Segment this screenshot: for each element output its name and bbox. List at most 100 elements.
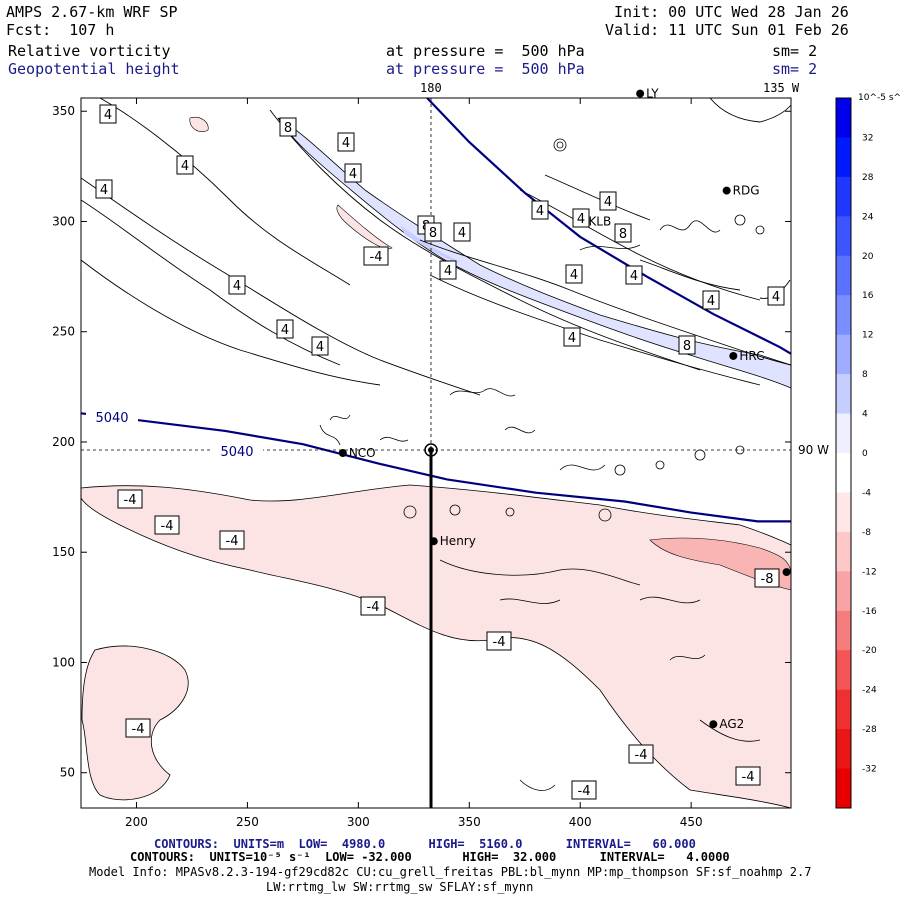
vorticity-contour-label: -4 bbox=[493, 635, 506, 650]
vorticity-label-box bbox=[311, 336, 329, 356]
field1-name: Relative vorticity bbox=[8, 42, 171, 60]
height-contour-5100 bbox=[426, 98, 791, 355]
axis-ticks: 200 250 300 350 400 450 50 100 150 200 250 300 350 bbox=[52, 98, 791, 829]
colorbar-tick-label: -32 bbox=[862, 765, 877, 775]
station-dot-icon bbox=[338, 449, 347, 457]
station-label: AG2 bbox=[719, 717, 744, 731]
vorticity-contour-label: -4 bbox=[226, 534, 239, 549]
forecast-hour: Fcst: 107 h bbox=[6, 21, 115, 39]
y-tick-label: 300 bbox=[52, 214, 75, 228]
vorticity-label-box bbox=[279, 117, 297, 137]
vorticity-contour-label: 4 bbox=[342, 136, 350, 151]
vorticity-label-box bbox=[702, 290, 720, 310]
footer-vorticity-contours: CONTOURS: UNITS=10⁻⁵ s⁻¹ LOW= -32.000 HI… bbox=[130, 850, 730, 864]
colorbar-tick-label: -16 bbox=[862, 607, 877, 617]
vorticity-label-box bbox=[572, 208, 590, 228]
y-tick-label: 150 bbox=[52, 545, 75, 559]
vorticity-label-box bbox=[337, 132, 355, 152]
station-dot-icon bbox=[729, 351, 738, 360]
colorbar-tick-label: 12 bbox=[862, 331, 873, 341]
vorticity-label-box bbox=[571, 780, 597, 800]
station-label: KLB bbox=[588, 214, 611, 228]
pole-marker-icon bbox=[424, 443, 438, 457]
vorticity-label-box bbox=[125, 718, 151, 738]
station-dot-icon bbox=[782, 568, 791, 577]
colorbar-tick-label: 8 bbox=[862, 370, 868, 380]
lat-label-90w: 90 W bbox=[798, 443, 829, 457]
field2-smoothing: sm= 2 bbox=[772, 60, 818, 78]
colorbar-swatch bbox=[836, 255, 851, 296]
vorticity-contour-label: 4 bbox=[536, 204, 544, 219]
vorticity-contour-label: 8 bbox=[619, 227, 627, 242]
colorbar: 10^-5 s^-1 32 28 24 20 16 12 8 4 0 -4 -8 -12 -16 -20 -2… bbox=[835, 93, 900, 809]
vorticity-label-box bbox=[767, 286, 785, 306]
vorticity-label-box bbox=[176, 155, 194, 175]
station-dot-icon bbox=[722, 186, 731, 195]
field1-smoothing: sm= 2 bbox=[772, 42, 818, 60]
station-label: Henry bbox=[440, 534, 476, 548]
colorbar-tick-label: 24 bbox=[862, 212, 874, 222]
vorticity-contour-label: 4 bbox=[316, 340, 324, 355]
negative-vorticity-northwest-strip bbox=[336, 204, 393, 250]
vorticity-label-box bbox=[453, 222, 471, 242]
colorbar-swatch bbox=[836, 216, 851, 257]
vorticity-label-box bbox=[614, 223, 632, 243]
height-label-bg bbox=[211, 440, 263, 458]
colorbar-swatch bbox=[836, 295, 851, 336]
vorticity-label-box bbox=[95, 179, 113, 199]
vorticity-contour-label: 4 bbox=[570, 268, 578, 283]
vorticity-contour-label: 4 bbox=[630, 269, 638, 284]
vorticity-contour-label: -4 bbox=[578, 784, 591, 799]
vorticity-contour-label: -4 bbox=[161, 519, 174, 534]
vorticity-contour-label: -4 bbox=[635, 748, 648, 763]
lon-label-180: 180 bbox=[420, 81, 442, 95]
colorbar-tick-label: -20 bbox=[862, 646, 877, 656]
x-tick-label: 350 bbox=[458, 815, 481, 829]
vorticity-label-box bbox=[154, 515, 180, 535]
vorticity-contour-label: 4 bbox=[349, 167, 357, 182]
colorbar-tick-label: 4 bbox=[862, 410, 868, 420]
height-label-bg bbox=[86, 406, 138, 424]
vorticity-contour-label: 4 bbox=[458, 226, 466, 241]
vorticity-contour-label: -8 bbox=[761, 572, 774, 587]
colorbar-swatch bbox=[836, 413, 851, 454]
vorticity-contour-label: -4 bbox=[124, 493, 137, 508]
colorbar-swatch bbox=[836, 689, 851, 730]
colorbar-swatch bbox=[836, 531, 851, 572]
vorticity-label-box bbox=[735, 766, 761, 786]
vorticity-contour-label: 8 bbox=[683, 339, 691, 354]
lon-label-135w: 135 W bbox=[763, 81, 800, 95]
vorticity-label-box bbox=[678, 335, 696, 355]
vorticity-label-box bbox=[439, 260, 457, 280]
station-label: LY bbox=[646, 87, 659, 101]
x-tick-label: 450 bbox=[680, 815, 703, 829]
colorbar-tick-label: 16 bbox=[862, 291, 874, 301]
colorbar-swatch bbox=[836, 650, 851, 691]
colorbar-tick-label: -4 bbox=[862, 488, 871, 498]
colorbar-swatch bbox=[836, 374, 851, 415]
colorbar-swatch bbox=[836, 137, 851, 178]
height-contour-label: 5040 bbox=[220, 445, 253, 460]
vorticity-contour-label: 8 bbox=[284, 121, 292, 136]
vorticity-contour-label: 4 bbox=[181, 159, 189, 174]
colorbar-swatch bbox=[836, 453, 851, 493]
field2-name: Geopotential height bbox=[8, 60, 180, 78]
vorticity-label-box bbox=[424, 222, 442, 242]
vorticity-contour-label: -4 bbox=[742, 770, 755, 785]
footer-model-info: Model Info: MPASv8.2.3-194-gf29cd82c CU:… bbox=[89, 865, 812, 879]
vorticity-contour-label: 4 bbox=[104, 108, 112, 123]
vorticity-contours bbox=[81, 98, 791, 396]
y-tick-label: 350 bbox=[52, 104, 75, 118]
field1-level: at pressure = 500 hPa bbox=[386, 42, 585, 60]
colorbar-tick-label: 32 bbox=[862, 133, 873, 143]
x-tick-label: 400 bbox=[569, 815, 592, 829]
colorbar-swatch bbox=[836, 729, 851, 770]
colorbar-tick-label: -28 bbox=[862, 725, 877, 735]
colorbar-tick-label: 20 bbox=[862, 252, 874, 262]
vorticity-contour-label: 4 bbox=[100, 183, 108, 198]
station-dot-icon bbox=[636, 89, 645, 98]
vorticity-label-box bbox=[99, 104, 117, 124]
station-markers: LY RDG KLB HRC NCO Henry AG2 bbox=[338, 87, 791, 731]
colorbar-tick-label: -24 bbox=[862, 686, 877, 696]
